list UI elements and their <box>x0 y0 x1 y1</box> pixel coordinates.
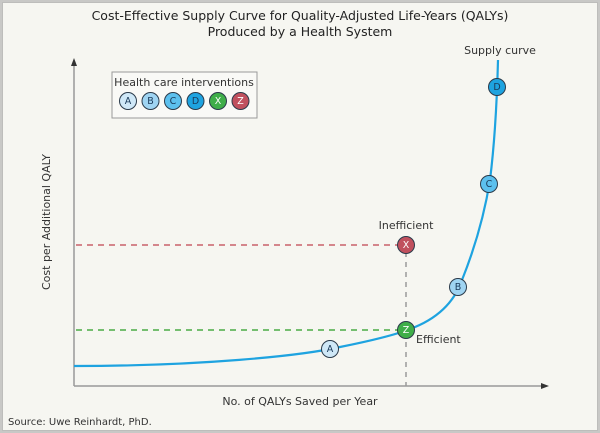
legend-box <box>111 71 258 119</box>
legend-title: Health care interventions <box>114 76 254 89</box>
legend-item-d-circle <box>186 92 205 110</box>
y-axis-arrow-icon <box>71 58 77 66</box>
point-b-letter: B <box>455 282 462 293</box>
title-line-1: Cost-Effective Supply Curve for Quality-… <box>92 8 509 23</box>
legend-item-d: D <box>186 92 205 110</box>
point-b: B <box>449 278 467 296</box>
legend-item-a-letter: A <box>125 96 132 107</box>
legend-item-x-circle <box>209 92 227 110</box>
x-axis-arrow-icon <box>541 383 549 389</box>
legend-item-d-letter: D <box>192 96 199 107</box>
legend-item-x: X <box>209 92 227 110</box>
inefficient-label: Inefficient <box>379 219 434 232</box>
legend-item-z-circle <box>231 92 250 110</box>
source-note: Source: Uwe Reinhardt, PhD. <box>8 417 152 428</box>
legend-item-b-letter: B <box>147 96 154 107</box>
point-a-letter: A <box>327 344 334 355</box>
legend-item-c-letter: C <box>170 96 177 107</box>
intervention-points: A Z B C D X <box>321 78 506 358</box>
point-x: X <box>397 236 415 254</box>
legend-item-a: A <box>119 92 137 110</box>
legend-item-z: Z <box>231 92 250 110</box>
supply-curve-label: Supply curve <box>464 44 536 57</box>
point-x-circle <box>397 236 415 254</box>
legend-item-b: B <box>141 92 160 110</box>
point-d-circle <box>488 78 506 96</box>
point-a-circle <box>321 340 339 358</box>
legend-item-x-letter: X <box>215 96 222 107</box>
point-c-letter: C <box>486 179 493 190</box>
y-axis-label: Cost per Additional QALY <box>40 154 53 290</box>
x-axis-label: No. of QALYs Saved per Year <box>222 395 378 408</box>
point-c: C <box>480 175 498 193</box>
legend-item-c: C <box>164 92 182 110</box>
legend-item-a-circle <box>119 92 137 110</box>
point-z: Z <box>397 321 415 339</box>
legend-item-b-circle <box>141 92 160 110</box>
point-z-letter: Z <box>403 325 410 336</box>
title-line-2: Produced by a Health System <box>208 24 393 39</box>
point-d-letter: D <box>493 82 500 93</box>
point-d: D <box>488 78 506 96</box>
point-x-letter: X <box>403 240 410 251</box>
efficient-label: Efficient <box>416 333 461 346</box>
point-b-circle <box>449 278 467 296</box>
supply-curve <box>73 59 500 368</box>
legend-item-z-letter: Z <box>237 96 244 107</box>
point-z-circle <box>397 321 415 339</box>
point-a: A <box>321 340 339 358</box>
point-c-circle <box>480 175 498 193</box>
legend-item-c-circle <box>164 92 182 110</box>
